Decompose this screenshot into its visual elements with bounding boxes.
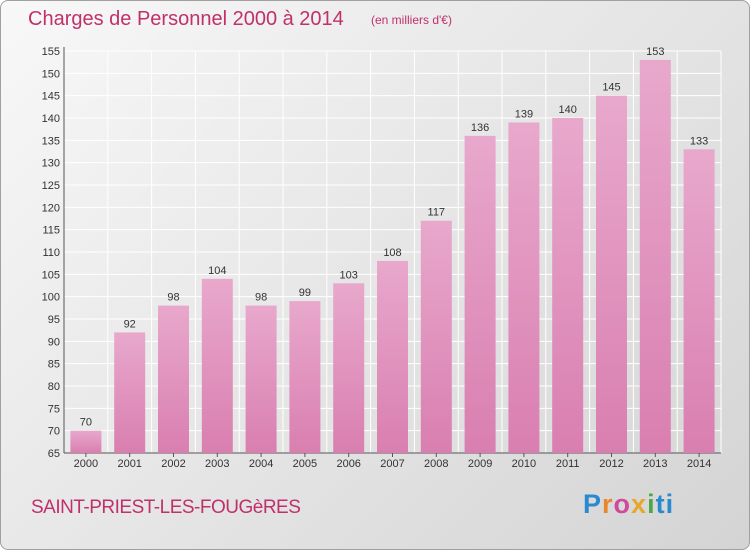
x-tick-label: 2000 xyxy=(74,458,98,470)
data-label: 140 xyxy=(559,104,577,116)
data-label: 92 xyxy=(124,318,136,330)
chart-subtitle: (en milliers d'€) xyxy=(371,13,452,27)
x-tick-label: 2004 xyxy=(249,458,273,470)
logo-letter: P xyxy=(583,489,603,519)
data-label: 108 xyxy=(383,247,401,259)
data-label: 145 xyxy=(602,82,620,94)
bar xyxy=(70,430,102,453)
bar xyxy=(377,260,408,453)
y-tick-label: 135 xyxy=(42,135,60,147)
data-label: 153 xyxy=(646,46,664,58)
y-tick-label: 85 xyxy=(48,359,60,371)
y-tick-label: 110 xyxy=(42,247,60,259)
bar xyxy=(114,332,146,453)
y-tick-label: 70 xyxy=(48,426,60,438)
bar xyxy=(552,118,584,453)
data-label: 98 xyxy=(167,292,179,304)
y-tick-label: 145 xyxy=(42,91,60,103)
bar xyxy=(683,149,715,453)
x-tick-label: 2014 xyxy=(687,458,711,470)
bar xyxy=(596,95,627,454)
y-tick-label: 80 xyxy=(48,381,60,393)
logo-letter: i xyxy=(647,489,656,519)
y-tick-label: 140 xyxy=(42,113,60,125)
bar xyxy=(158,305,189,453)
data-label: 104 xyxy=(208,265,226,277)
bar xyxy=(508,122,540,453)
bar xyxy=(420,220,452,453)
logo-letter: r xyxy=(602,489,614,519)
y-tick-label: 115 xyxy=(42,225,60,237)
bar xyxy=(639,59,671,453)
data-label: 99 xyxy=(299,287,311,299)
y-tick-label: 105 xyxy=(42,269,60,281)
data-label: 103 xyxy=(340,269,358,281)
x-tick-label: 2001 xyxy=(117,458,141,470)
x-tick-label: 2012 xyxy=(599,458,623,470)
y-tick-label: 130 xyxy=(42,158,60,170)
proxiti-logo[interactable]: Proxiti xyxy=(583,489,674,520)
logo-letter: ti xyxy=(655,489,675,519)
data-label: 70 xyxy=(80,417,92,429)
x-tick-label: 2006 xyxy=(336,458,360,470)
labels: 65 70 75 80 85 90 95 100 105 110 115 120 125 130 135 14… xyxy=(42,46,712,470)
bar xyxy=(201,278,233,453)
data-label: 133 xyxy=(690,135,708,147)
bar xyxy=(245,305,277,453)
x-tick-label: 2013 xyxy=(643,458,667,470)
x-tick-label: 2007 xyxy=(380,458,404,470)
x-tick-label: 2002 xyxy=(161,458,185,470)
bar xyxy=(333,283,365,453)
commune-name: SAINT-PRIEST-LES-FOUGèRES xyxy=(31,497,301,518)
logo-letter: x xyxy=(631,489,648,519)
y-tick-label: 100 xyxy=(42,292,60,304)
logo-letter: o xyxy=(613,489,632,519)
y-tick-label: 125 xyxy=(42,180,60,192)
x-tick-label: 2003 xyxy=(205,458,229,470)
bars xyxy=(70,59,715,454)
bar xyxy=(289,301,321,453)
y-tick-label: 65 xyxy=(48,448,60,460)
x-tick-label: 2010 xyxy=(512,458,536,470)
y-tick-label: 155 xyxy=(42,46,60,58)
data-label: 136 xyxy=(471,122,489,134)
x-tick-label: 2009 xyxy=(468,458,492,470)
chart-title: Charges de Personnel 2000 à 2014 xyxy=(28,8,344,30)
y-tick-label: 95 xyxy=(48,314,60,326)
y-tick-label: 75 xyxy=(48,403,60,415)
y-tick-label: 90 xyxy=(48,336,60,348)
y-tick-label: 120 xyxy=(42,202,60,214)
data-label: 139 xyxy=(515,108,533,120)
x-tick-label: 2011 xyxy=(556,458,580,470)
data-label: 117 xyxy=(428,207,446,219)
x-tick-label: 2008 xyxy=(424,458,448,470)
y-tick-label: 150 xyxy=(42,68,60,80)
data-label: 98 xyxy=(255,292,267,304)
x-tick-label: 2005 xyxy=(293,458,317,470)
bar xyxy=(464,135,496,453)
